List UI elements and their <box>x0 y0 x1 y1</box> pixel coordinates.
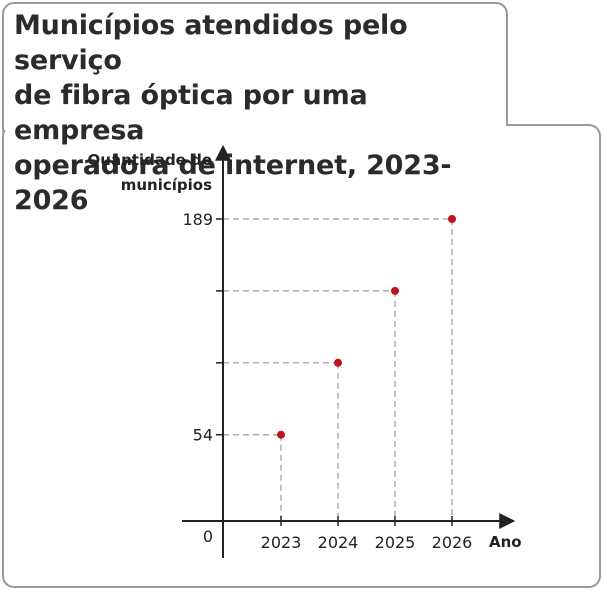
chart-title-line-3: operadora de internet, 2023-2026 <box>14 150 452 216</box>
y-tick-label: 54 <box>193 426 213 445</box>
data-point <box>277 430 285 439</box>
chart-title: Municípios atendidos pelo serviço de fib… <box>14 8 504 218</box>
guide-lines <box>223 218 453 521</box>
data-point <box>448 215 456 223</box>
data-points <box>277 215 456 439</box>
x-tick-label: 2025 <box>375 533 416 552</box>
ticks: 54 189 2023 2024 2025 2026 <box>182 210 472 552</box>
y-tick-label: 189 <box>182 210 213 229</box>
chart-panel <box>2 124 601 588</box>
x-tick-label: 2024 <box>318 533 359 552</box>
y-axis-label-line-1: Quantidade de <box>88 151 212 169</box>
x-tick-label: 2023 <box>261 533 302 552</box>
y-axis-label-line-2: municípios <box>121 176 212 194</box>
data-point <box>391 286 399 295</box>
origin-label: 0 <box>203 527 213 546</box>
chart-title-line-2: de fibra óptica por uma empresa <box>14 80 368 146</box>
data-point <box>334 358 342 367</box>
x-tick-label: 2026 <box>432 533 473 552</box>
chart-title-line-1: Municípios atendidos pelo serviço <box>14 10 408 76</box>
x-axis-label: Ano <box>489 533 522 551</box>
